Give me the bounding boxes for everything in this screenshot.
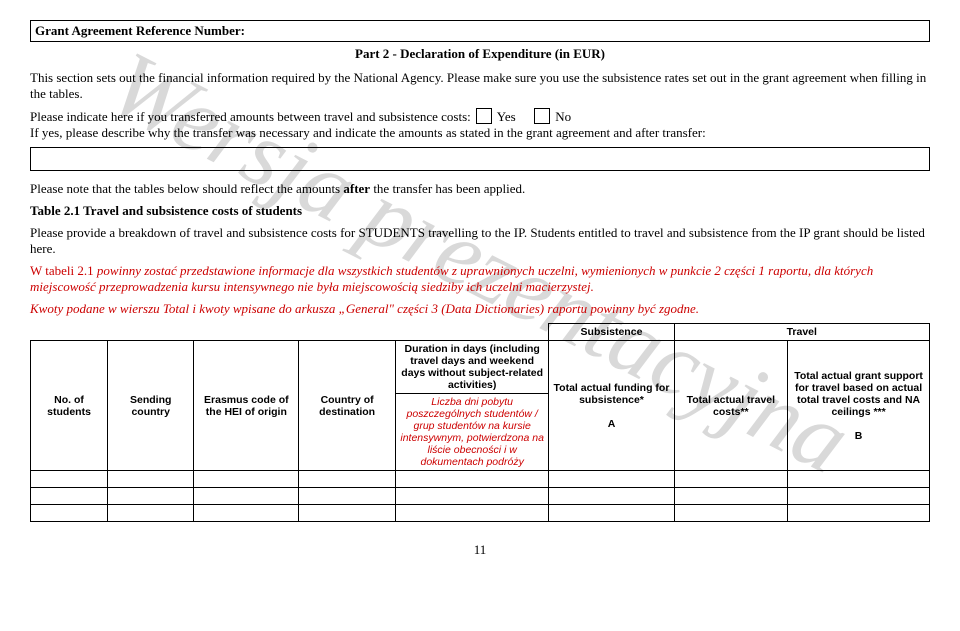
col-country-dest: Country of destination [299, 341, 396, 471]
no-label: No [555, 109, 571, 124]
yes-label: Yes [497, 109, 516, 124]
col-funding: Total actual funding for subsistence* A [549, 341, 674, 471]
transfer-reason-input[interactable] [30, 147, 930, 171]
breakdown-paragraph: Please provide a breakdown of travel and… [30, 225, 930, 257]
kwoty-paragraph: Kwoty podane w wierszu Total i kwoty wpi… [30, 301, 930, 317]
col-group-travel: Travel [674, 324, 930, 341]
page-number: 11 [30, 542, 930, 558]
transfer-suffix: If yes, please describe why the transfer… [30, 125, 706, 140]
note-bold: after [343, 181, 370, 196]
ref-label: Grant Agreement Reference Number: [35, 23, 245, 38]
yes-checkbox[interactable] [476, 108, 492, 124]
ref-box: Grant Agreement Reference Number: [30, 20, 930, 42]
note-paragraph: Please note that the tables below should… [30, 181, 930, 197]
part-title: Part 2 - Declaration of Expenditure (in … [30, 46, 930, 62]
wtabeli-rest: powinny zostać przedstawione informacje … [30, 263, 873, 294]
costs-table: Subsistence Travel No. of students Sendi… [30, 323, 930, 522]
wtabeli-label: W tabeli 2.1 [30, 263, 97, 278]
intro-paragraph: This section sets out the financial info… [30, 70, 930, 102]
col-duration-italic: Liczba dni pobytu poszczególnych student… [395, 394, 549, 471]
col-grant-support: Total actual grant support for travel ba… [788, 341, 930, 471]
table-title: Table 2.1 Travel and subsistence costs o… [30, 203, 930, 219]
col-duration: Duration in days (including travel days … [395, 341, 549, 394]
wtabeli-paragraph: W tabeli 2.1 powinny zostać przedstawion… [30, 263, 930, 295]
col-funding-val: A [608, 418, 616, 430]
no-checkbox[interactable] [534, 108, 550, 124]
transfer-prefix: Please indicate here if you transferred … [30, 109, 471, 124]
note-prefix: Please note that the tables below should… [30, 181, 343, 196]
table-row [31, 488, 930, 505]
page-content: Grant Agreement Reference Number: Part 2… [30, 20, 930, 558]
transfer-question: Please indicate here if you transferred … [30, 108, 930, 141]
note-suffix: the transfer has been applied. [370, 181, 525, 196]
col-funding-label: Total actual funding for subsistence* [554, 382, 670, 406]
table-row [31, 505, 930, 522]
col-grant-val: B [855, 430, 863, 442]
col-travel-cost: Total actual travel costs** [674, 341, 788, 471]
col-grant-label: Total actual grant support for travel ba… [794, 370, 923, 418]
col-no-students: No. of students [31, 341, 108, 471]
col-sending-country: Sending country [108, 341, 194, 471]
col-erasmus-code: Erasmus code of the HEI of origin [194, 341, 299, 471]
col-group-subsistence: Subsistence [549, 324, 674, 341]
table-row [31, 471, 930, 488]
